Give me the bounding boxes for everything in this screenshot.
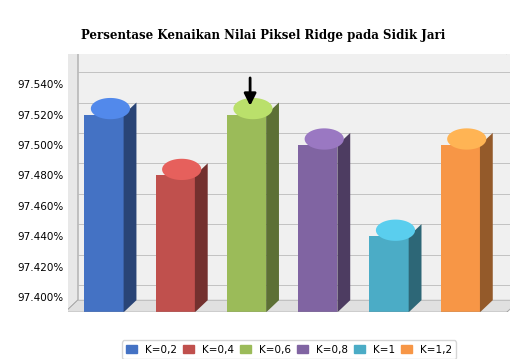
Polygon shape <box>305 129 344 150</box>
Polygon shape <box>376 220 415 241</box>
Polygon shape <box>409 224 421 312</box>
Polygon shape <box>91 98 130 119</box>
Text: Persentase Kenaikan Nilai Piksel Ridge pada Sidik Jari: Persentase Kenaikan Nilai Piksel Ridge p… <box>81 29 445 42</box>
Polygon shape <box>156 176 195 312</box>
Polygon shape <box>480 133 493 312</box>
Polygon shape <box>195 163 208 312</box>
Polygon shape <box>298 145 337 312</box>
Polygon shape <box>234 98 272 119</box>
Polygon shape <box>441 145 480 312</box>
Polygon shape <box>162 159 201 180</box>
Polygon shape <box>369 236 409 312</box>
Polygon shape <box>266 103 279 312</box>
Polygon shape <box>65 42 78 312</box>
Polygon shape <box>124 103 136 312</box>
Polygon shape <box>84 115 124 312</box>
Polygon shape <box>227 115 266 312</box>
Legend: K=0,2, K=0,4, K=0,6, K=0,8, K=1, K=1,2: K=0,2, K=0,4, K=0,6, K=0,8, K=1, K=1,2 <box>122 340 457 359</box>
Polygon shape <box>78 42 520 300</box>
Polygon shape <box>65 300 520 312</box>
Polygon shape <box>337 133 350 312</box>
Polygon shape <box>447 129 487 150</box>
